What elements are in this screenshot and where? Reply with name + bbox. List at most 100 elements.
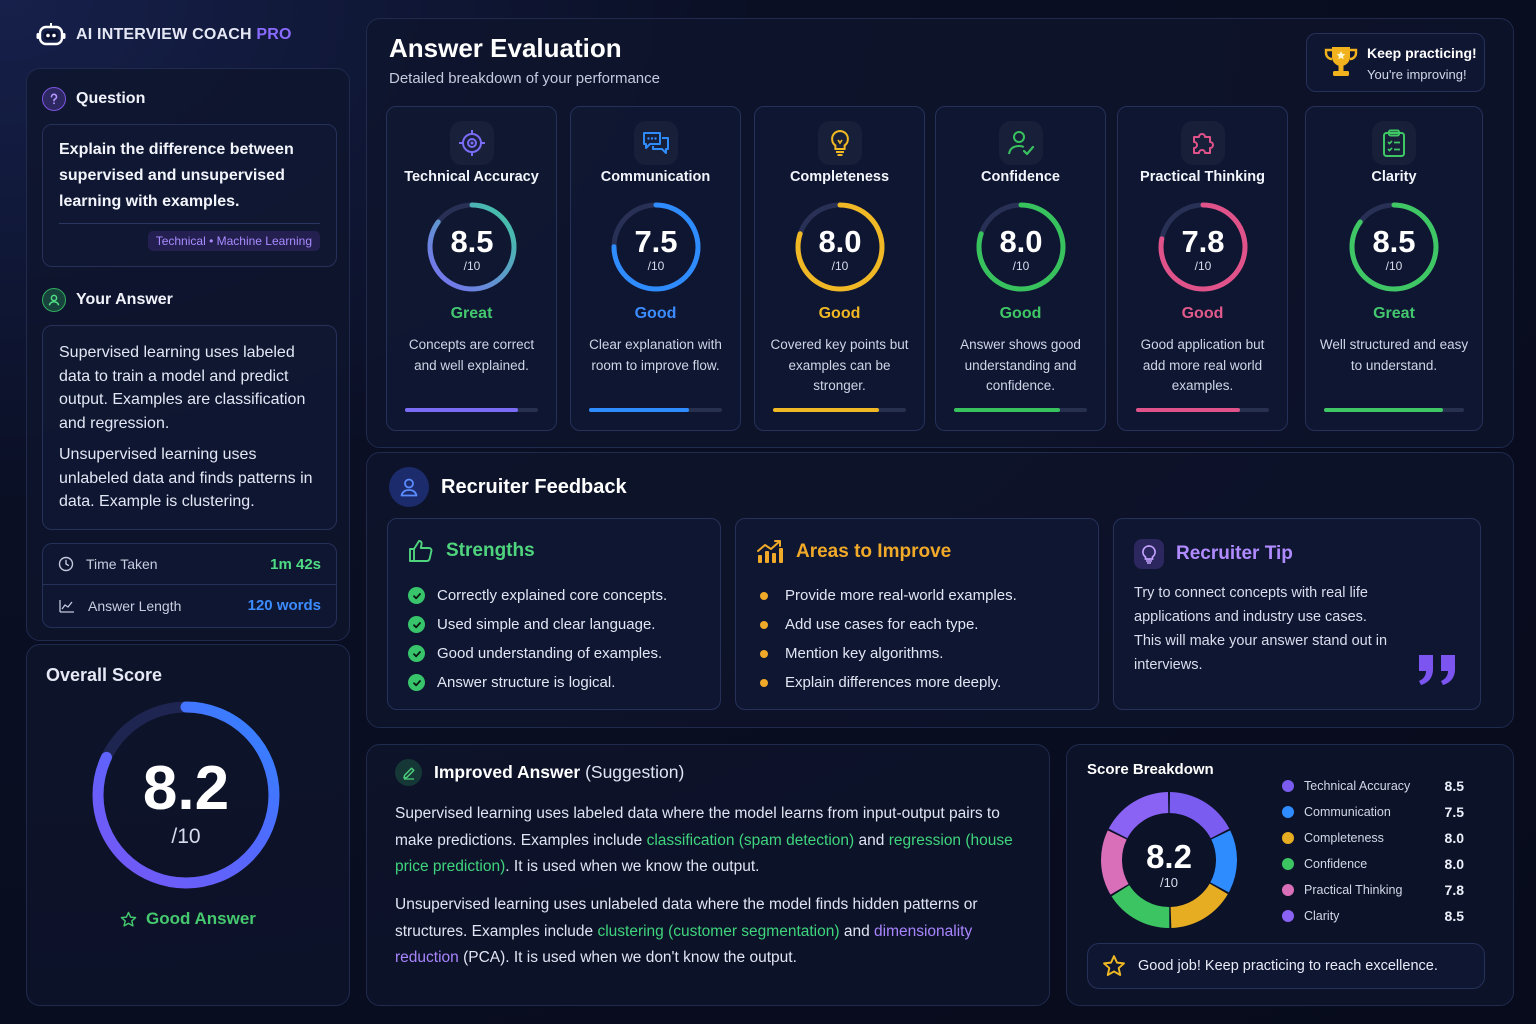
metric-card[interactable]: Confidence 8.0 /10 Good Answer shows goo… — [935, 106, 1106, 431]
metric-score-value: 8.5 — [450, 224, 493, 259]
improve-list: Provide more real-world examples. Add use… — [756, 581, 1084, 697]
improved-text: and — [839, 922, 875, 940]
legend-label: Confidence — [1304, 857, 1368, 871]
legend-row: Confidence 8.0 — [1282, 851, 1464, 877]
improved-text: and — [854, 831, 889, 849]
strength-text: Good understanding of examples. — [437, 645, 663, 662]
legend-value: 8.0 — [1444, 830, 1464, 846]
highlighted-term: regression (house price prediction) — [395, 831, 1013, 876]
metric-rating: Good — [1181, 305, 1224, 322]
overall-verdict-text: Good Answer — [146, 909, 256, 928]
improve-item: Provide more real-world examples. — [756, 581, 1084, 610]
lightbulb-icon — [1134, 539, 1164, 569]
brand-name: AI INTERVIEW COACH — [76, 26, 252, 43]
improve-text: Explain differences more deeply. — [785, 674, 1002, 691]
recruiter-tip-card: Recruiter Tip Try to connect concepts wi… — [1113, 518, 1481, 710]
legend-label: Clarity — [1304, 909, 1340, 923]
breakdown-title: Score Breakdown — [1087, 761, 1214, 778]
improve-text: Provide more real-world examples. — [785, 587, 1017, 604]
metric-description: Clear explanation with room to improve f… — [589, 337, 722, 373]
legend-swatch — [1282, 832, 1294, 844]
check-icon — [408, 674, 425, 691]
strength-item: Correctly explained core concepts. — [408, 581, 706, 610]
metric-name: Communication — [600, 169, 711, 185]
metric-description: Covered key points but examples can be s… — [770, 337, 909, 393]
answer-card: Supervised learning uses labeled data to… — [42, 325, 337, 530]
badge-subtitle: You're improving! — [1367, 67, 1467, 82]
robot-icon — [36, 23, 66, 46]
keep-practicing-badge: Keep practicing! You're improving! — [1306, 33, 1485, 92]
improve-header: Areas to Improve — [756, 539, 951, 565]
question-tag[interactable]: Technical • Machine Learning — [147, 231, 320, 251]
lightbulb-icon — [817, 121, 862, 165]
bullet-icon — [760, 649, 768, 658]
clock-icon — [58, 556, 74, 572]
legend-value: 7.5 — [1444, 804, 1464, 820]
thumbs-up-icon — [409, 540, 433, 562]
answer-title: Your Answer — [76, 291, 173, 308]
improve-card: Areas to Improve Provide more real-world… — [735, 518, 1099, 710]
evaluation-subtitle: Detailed breakdown of your performance — [389, 70, 660, 87]
trending-up-icon — [757, 540, 783, 563]
strengths-card: Strengths Correctly explained core conce… — [387, 518, 721, 710]
divider — [59, 223, 320, 224]
legend-swatch — [1282, 858, 1294, 870]
score-breakdown-panel: Score Breakdown 8.2 /10 Technical Accura… — [1066, 744, 1514, 1006]
legend-label: Technical Accuracy — [1304, 779, 1411, 793]
overall-verdict: Good Answer — [27, 909, 349, 929]
legend-row: Communication 7.5 — [1282, 799, 1464, 825]
check-icon — [408, 616, 425, 633]
donut-segment — [1170, 883, 1228, 928]
question-icon — [42, 87, 66, 111]
metric-card[interactable]: Practical Thinking 7.8 /10 Good Good app… — [1117, 106, 1288, 431]
metric-rating: Good — [634, 305, 677, 322]
improved-title-suffix: (Suggestion) — [585, 762, 685, 782]
feedback-title: Recruiter Feedback — [441, 475, 627, 498]
metric-score-ring: 8.5 /10 — [427, 202, 516, 292]
strength-text: Correctly explained core concepts. — [437, 587, 668, 604]
metric-rating: Great — [450, 305, 493, 322]
highlighted-term: classification (spam detection) — [646, 831, 855, 849]
metric-card[interactable]: Communication 7.5 /10 Good Clear explana… — [570, 106, 741, 431]
metric-card[interactable]: Completeness 8.0 /10 Good Covered key po… — [754, 106, 925, 431]
legend-swatch — [1282, 910, 1294, 922]
improved-answer-panel: Improved Answer (Suggestion) Supervised … — [366, 744, 1050, 1006]
check-icon — [408, 587, 425, 604]
improve-text: Add use cases for each type. — [785, 616, 979, 633]
donut-segment — [1169, 792, 1230, 839]
metric-name: Practical Thinking — [1140, 169, 1265, 185]
check-icon — [408, 645, 425, 662]
strength-item: Good understanding of examples. — [408, 639, 706, 668]
tip-title: Recruiter Tip — [1176, 543, 1293, 564]
legend-label: Completeness — [1304, 831, 1384, 845]
question-text: Explain the difference between supervise… — [59, 141, 294, 210]
metric-progress-bar — [1324, 408, 1464, 412]
question-title: Question — [76, 90, 146, 107]
breakdown-score-out-of: /10 — [1160, 875, 1178, 890]
question-card: Explain the difference between supervise… — [42, 124, 337, 267]
metric-progress-bar — [589, 408, 722, 412]
overall-score-value: 8.2 — [143, 754, 229, 823]
metric-progress-bar — [954, 408, 1087, 412]
legend-swatch — [1282, 780, 1294, 792]
breakdown-footer-text: Good job! Keep practicing to reach excel… — [1138, 958, 1438, 974]
improved-title: Improved Answer — [434, 762, 581, 782]
metric-score-out-of: /10 — [463, 259, 480, 273]
metric-card[interactable]: Technical Accuracy 8.5 /10 Great Concept… — [386, 106, 557, 431]
metric-card[interactable]: Clarity 8.5 /10 Great Well structured an… — [1305, 106, 1483, 431]
metric-progress-bar — [1136, 408, 1269, 412]
recruiter-icon — [389, 467, 429, 507]
improved-text: Supervised learning uses labeled data wh… — [395, 805, 1000, 849]
metric-score-out-of: /10 — [1194, 259, 1211, 273]
answer-header: Your Answer — [42, 288, 173, 312]
question-answer-panel: Question Explain the difference between … — [26, 68, 350, 641]
target-icon — [449, 121, 494, 165]
metric-description: Answer shows good understanding and conf… — [960, 337, 1081, 393]
legend-label: Practical Thinking — [1304, 883, 1403, 897]
improve-text: Mention key algorithms. — [785, 645, 944, 662]
improved-text: (PCA). It is used when we don't know the… — [458, 949, 797, 966]
metric-score-out-of: /10 — [831, 259, 848, 273]
metric-score-value: 8.5 — [1372, 224, 1415, 259]
clipboard-list-icon — [1372, 121, 1416, 165]
metric-description: Good application but add more real world… — [1140, 337, 1265, 393]
